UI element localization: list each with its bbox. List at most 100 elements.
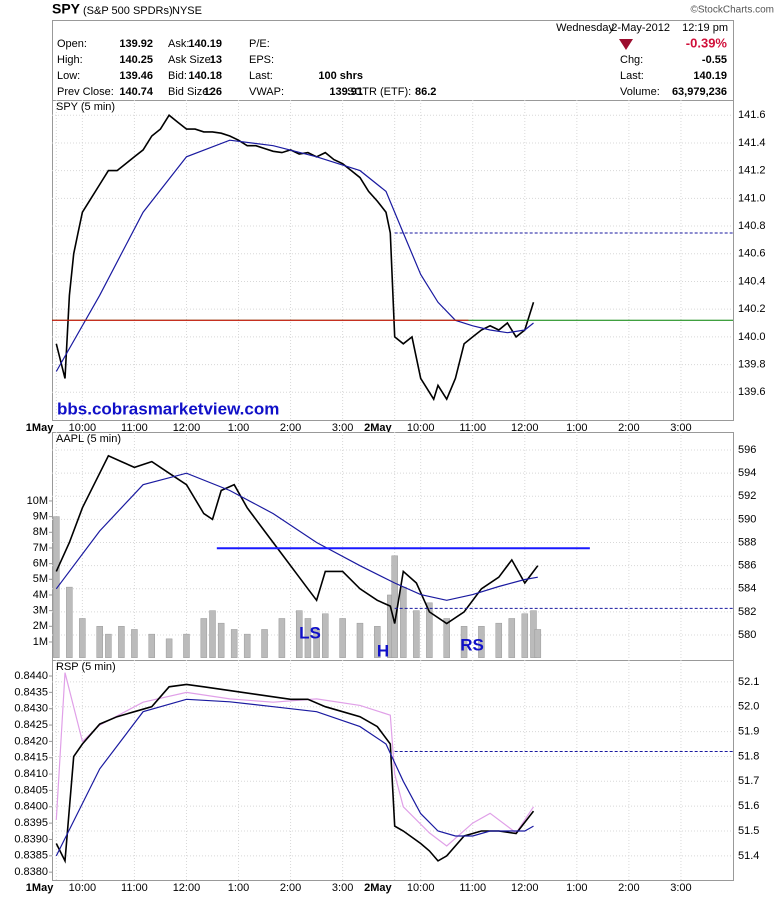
panel-label: AAPL (5 min): [56, 433, 121, 445]
y2-tick-label: 0.8420: [14, 735, 48, 747]
quote-value: 140.74: [119, 86, 154, 98]
y-tick-label: 52.1: [738, 676, 759, 688]
y2-tick-label: 0.8435: [14, 686, 48, 698]
quote-value: 139.92: [119, 38, 153, 50]
logo: ©StockCharts.com: [690, 5, 774, 16]
volume-bar: [278, 618, 286, 658]
price-line: [55, 114, 535, 402]
security-name: (S&P 500 SPDRs): [83, 5, 173, 17]
panel: [52, 660, 734, 881]
volume-bar: [209, 610, 216, 658]
x-tick-label: 3:00: [332, 422, 353, 434]
y-tick-label: 586: [738, 560, 756, 572]
quote-label: VWAP:: [249, 86, 284, 98]
volume-bar: [295, 610, 303, 658]
y-tick-label: 592: [738, 490, 756, 502]
x-tick-label: 10:00: [407, 422, 435, 434]
x-tick-label: 2:00: [280, 882, 301, 894]
y2-tick-label: 0.8415: [14, 752, 48, 764]
quote-label: P/E:: [249, 38, 270, 50]
price-line: [55, 454, 539, 625]
quote-label: Prev Close:: [57, 86, 114, 98]
volume-bar: [261, 629, 268, 658]
volume-bar: [356, 622, 364, 658]
y2-tick-label: 6M: [33, 558, 48, 570]
y-tick-label: 584: [738, 583, 756, 595]
y-tick-label: 582: [738, 606, 756, 618]
x-tick-label: 3:00: [670, 422, 691, 434]
volume-bar: [217, 622, 225, 658]
volume-bar: [96, 626, 103, 658]
volume-bar: [148, 633, 156, 658]
quote-box: [52, 20, 734, 101]
quote-value: 86.2: [415, 86, 436, 98]
quote-label: Last:: [620, 70, 644, 82]
x-tick-label: 2:00: [618, 422, 639, 434]
y2-tick-label: 0.8385: [14, 850, 48, 862]
volume-bar: [339, 618, 346, 658]
volume-bar: [508, 618, 516, 658]
x-tick-label: 12:00: [511, 882, 539, 894]
x-tick-label: 3:00: [332, 882, 353, 894]
symbol: SPY: [52, 1, 81, 17]
change-pct: -0.39%: [686, 35, 728, 50]
volume-bar: [413, 610, 420, 658]
x-tick-label: 12:00: [511, 422, 539, 434]
x-tick-label: 11:00: [459, 422, 486, 434]
x-tick-label: 11:00: [121, 422, 148, 434]
y-tick-label: 141.0: [738, 192, 766, 204]
volume-bar: [426, 602, 433, 658]
quote-label: EPS:: [249, 54, 274, 66]
volume-bar: [183, 633, 190, 658]
y2-tick-label: 0.8430: [14, 703, 48, 715]
x-tick-label: 12:00: [173, 422, 201, 434]
x-tick-label: 1May: [26, 882, 54, 894]
volume-bar: [374, 626, 381, 658]
y2-tick-label: 9M: [33, 511, 48, 523]
volume-bar: [443, 618, 450, 658]
x-tick-label: 10:00: [69, 422, 97, 434]
y2-tick-label: 1M: [33, 636, 48, 648]
x-tick-label: 11:00: [121, 882, 148, 894]
watermark: bbs.cobrasmarketview.com: [57, 399, 279, 418]
x-tick-label: 11:00: [459, 882, 486, 894]
quote-value: 126: [204, 86, 222, 98]
quote-label: Bid:: [168, 70, 187, 82]
quote-value: 140.18: [188, 70, 222, 82]
volume-bar: [304, 618, 312, 658]
volume-bar: [460, 626, 468, 658]
date: 2-May-2012: [611, 22, 670, 34]
down-arrow: [619, 39, 633, 50]
y-tick-label: 580: [738, 629, 756, 641]
y-tick-label: 139.8: [738, 358, 766, 370]
y-tick-label: 51.5: [738, 825, 759, 837]
y-tick-label: 596: [738, 444, 756, 456]
y2-tick-label: 0.8405: [14, 784, 48, 796]
y-tick-label: 140.2: [738, 303, 766, 315]
y2-tick-label: 0.8410: [14, 768, 48, 780]
y2-tick-label: 3M: [33, 605, 48, 617]
exchange: NYSE: [172, 5, 202, 17]
y2-tick-label: 0.8390: [14, 833, 48, 845]
y2-tick-label: 0.8440: [14, 670, 48, 682]
pattern-label: H: [377, 641, 389, 660]
volume-bar: [131, 629, 138, 658]
quote-label: High:: [57, 54, 83, 66]
y-tick-label: 140.4: [738, 275, 766, 287]
y-tick-label: 141.4: [738, 137, 766, 149]
y-tick-label: 51.7: [738, 775, 759, 787]
quote-label: SCTR (ETF):: [347, 86, 411, 98]
x-tick-label: 12:00: [173, 882, 201, 894]
y-tick-label: 594: [738, 467, 756, 479]
volume-bar: [478, 626, 485, 658]
quote-value: 100 shrs: [318, 70, 363, 82]
price-line: [55, 698, 534, 857]
volume-bar: [53, 516, 60, 658]
volume-bar: [534, 629, 542, 658]
x-tick-label: 2:00: [618, 882, 639, 894]
quote-label: Volume:: [620, 86, 660, 98]
volume-bar: [79, 618, 86, 658]
y-tick-label: 51.9: [738, 725, 759, 737]
quote-label: Bid Size:: [168, 86, 211, 98]
